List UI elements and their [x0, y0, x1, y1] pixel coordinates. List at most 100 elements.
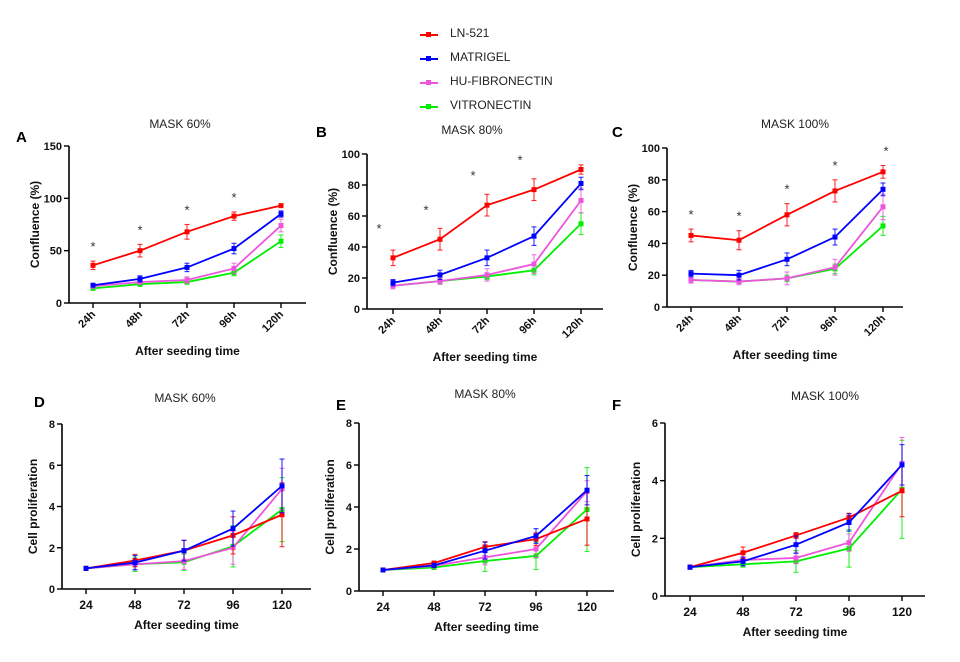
y-tick-label: 80 [348, 180, 360, 192]
data-point [231, 246, 237, 252]
y-tick-label: 0 [354, 304, 360, 316]
data-point [437, 236, 443, 242]
data-point [578, 167, 584, 172]
legend-label: VITRONECTIN [450, 98, 532, 112]
legend-item-ln521: LN-521 [420, 26, 620, 44]
significance-marker: * [423, 202, 428, 217]
x-tick-label: 96 [842, 605, 856, 619]
significance-marker: * [231, 190, 236, 205]
data-point [688, 232, 694, 238]
data-point [231, 265, 237, 271]
x-tick-label: 24 [683, 605, 697, 619]
data-point [132, 560, 138, 566]
panel-label: A [16, 129, 27, 146]
y-axis-label: Confluence (%) [326, 188, 340, 275]
y-tick-label: 2 [346, 544, 352, 556]
legend-swatch [420, 104, 438, 109]
data-point [793, 555, 799, 561]
data-point [184, 229, 190, 235]
panel-b: B MASK 80% 0 20 40 60 80 100 24h 48h 72h 96h 120h Aft… [316, 123, 603, 364]
y-tick-label: 20 [348, 273, 360, 285]
data-point [181, 548, 187, 554]
data-point [578, 198, 584, 203]
series-ln-521 [90, 203, 284, 271]
x-axis-label: After seeding time [433, 350, 538, 364]
x-tick-label: 96h [818, 312, 840, 334]
chart-title: MASK 100% [791, 389, 859, 403]
x-tick-label: 96h [217, 308, 239, 330]
x-tick-label: 48 [427, 600, 441, 614]
panel-label: D [34, 394, 45, 411]
panel-a: A MASK 60% 0 50 100 150 24h 48h 72h 96h 120h After … [16, 117, 306, 358]
data-point [278, 223, 284, 229]
series-matrigel [380, 474, 590, 573]
y-tick-label: 8 [49, 419, 55, 431]
x-tick-label: 120 [892, 605, 912, 619]
data-point [484, 255, 490, 261]
data-point [431, 562, 437, 568]
data-point [482, 548, 488, 554]
panel-c: C MASK 100% 0 20 40 60 80 100 24h 48h 72h 96h 120h Af… [612, 117, 903, 362]
y-tick-label: 4 [49, 502, 56, 514]
x-tick-label: 48h [722, 312, 744, 334]
data-point [687, 564, 693, 570]
x-tick-label: 72h [170, 308, 192, 330]
series-hu-fibronectin [688, 193, 886, 286]
y-tick-label: 2 [49, 543, 55, 555]
data-point [880, 204, 886, 210]
significance-marker: * [688, 207, 693, 222]
y-tick-label: 100 [642, 143, 660, 155]
legend-item-vitronectin: VITRONECTIN [420, 98, 620, 116]
data-point [390, 280, 396, 286]
y-tick-label: 40 [648, 238, 660, 250]
data-point [437, 278, 443, 284]
panel-label: C [612, 124, 623, 141]
series-matrigel [390, 176, 584, 287]
data-point [278, 203, 284, 209]
y-tick-label: 0 [49, 584, 55, 596]
series-matrigel [90, 210, 284, 288]
data-point [784, 275, 790, 281]
series-matrigel [688, 182, 886, 281]
data-point [793, 532, 799, 538]
y-tick-label: 6 [346, 460, 352, 472]
y-tick-label: 6 [652, 418, 658, 430]
x-axis-label: After seeding time [434, 620, 539, 634]
chart-title: MASK 60% [154, 391, 216, 405]
x-tick-label: 24h [376, 314, 398, 336]
data-point [736, 237, 742, 243]
data-point [184, 277, 190, 283]
x-tick-label: 24h [674, 312, 696, 334]
x-tick-label: 72h [770, 312, 792, 334]
x-tick-label: 72 [478, 600, 492, 614]
significance-marker: * [736, 209, 741, 224]
legend-swatch [420, 32, 438, 37]
x-tick-label: 72 [177, 598, 191, 612]
data-point [279, 512, 285, 518]
x-tick-label: 24 [79, 598, 93, 612]
data-point [688, 277, 694, 283]
x-axis-label: After seeding time [134, 618, 239, 632]
series-matrigel [687, 444, 905, 570]
data-point [578, 180, 584, 186]
data-point [880, 186, 886, 192]
data-point [740, 558, 746, 564]
data-point [832, 188, 838, 194]
legend-swatch [420, 80, 438, 85]
data-point [531, 187, 537, 193]
legend-label: LN-521 [450, 26, 490, 40]
data-point [390, 255, 396, 261]
data-point [784, 256, 790, 262]
chart-title: MASK 60% [149, 117, 211, 131]
legend-label: HU-FIBRONECTIN [450, 74, 553, 88]
significance-marker: * [90, 239, 95, 254]
data-point [846, 540, 852, 546]
x-axis-label: After seeding time [135, 344, 240, 358]
y-tick-label: 8 [346, 418, 352, 430]
data-point [230, 526, 236, 532]
x-tick-label: 24h [76, 308, 98, 330]
data-point [278, 238, 284, 244]
data-point [688, 271, 694, 277]
y-tick-label: 40 [348, 242, 360, 254]
